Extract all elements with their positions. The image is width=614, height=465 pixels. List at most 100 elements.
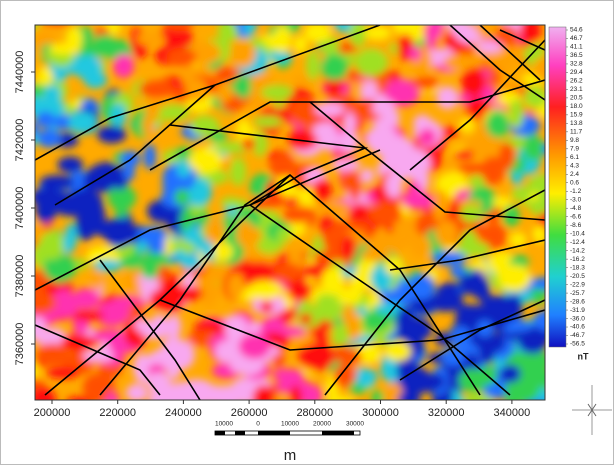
raster-blob bbox=[199, 385, 228, 400]
raster-blob bbox=[260, 301, 274, 312]
colorbar-unit: nT bbox=[578, 351, 589, 361]
raster-blob bbox=[229, 39, 256, 68]
raster-blob bbox=[189, 147, 223, 174]
colorbar-label: -40.6 bbox=[570, 324, 585, 331]
raster-blob bbox=[524, 86, 547, 108]
scale-label: 0 bbox=[256, 421, 260, 428]
raster-blob bbox=[68, 111, 96, 133]
raster-blob bbox=[227, 273, 245, 300]
raster-blob bbox=[174, 250, 186, 260]
raster-blob bbox=[384, 342, 411, 361]
raster-blob bbox=[459, 274, 474, 295]
colorbar-label: -20.5 bbox=[570, 273, 585, 280]
raster-blob bbox=[523, 135, 544, 161]
y-tick-label: 7440000 bbox=[14, 51, 26, 94]
raster-blob bbox=[366, 125, 398, 155]
raster-blob bbox=[53, 305, 77, 316]
raster-blob bbox=[509, 99, 524, 129]
raster-blob bbox=[432, 190, 449, 220]
raster-blob bbox=[334, 349, 362, 364]
raster-blob bbox=[142, 114, 154, 137]
raster-blob bbox=[334, 364, 356, 387]
x-tick-label: 300000 bbox=[362, 407, 399, 419]
raster-blob bbox=[461, 67, 486, 97]
colorbar-label: 2.4 bbox=[570, 171, 579, 178]
raster-blob bbox=[174, 189, 189, 206]
raster-blob bbox=[236, 226, 261, 245]
colorbar-label: 4.3 bbox=[570, 163, 579, 170]
raster-blob bbox=[46, 367, 80, 379]
scale-label: 10000 bbox=[215, 421, 233, 428]
raster-blob bbox=[412, 76, 439, 90]
x-tick-label: 240000 bbox=[165, 407, 202, 419]
raster-blob bbox=[38, 129, 62, 148]
raster-blob bbox=[312, 179, 331, 203]
raster-blob bbox=[167, 314, 181, 338]
raster-blob bbox=[419, 128, 436, 145]
raster-blob bbox=[126, 384, 148, 402]
scale-bar-segment bbox=[215, 431, 225, 435]
colorbar-label: -12.4 bbox=[570, 239, 585, 246]
raster-blob bbox=[411, 300, 435, 314]
colorbar-label: 54.6 bbox=[570, 27, 583, 34]
y-tick-label: 7360000 bbox=[14, 323, 26, 366]
raster-blob bbox=[277, 228, 291, 243]
map-figure: 2000002200002400002600002800003000003200… bbox=[0, 0, 614, 465]
page: 2000002200002400002600002800003000003200… bbox=[0, 0, 614, 465]
raster-blob bbox=[338, 42, 356, 54]
raster-blob bbox=[401, 192, 434, 210]
colorbar-label: 15.9 bbox=[570, 112, 583, 119]
raster-blob bbox=[241, 137, 255, 149]
raster-blob bbox=[221, 197, 241, 207]
raster-blob bbox=[36, 111, 55, 128]
colorbar-label: -25.7 bbox=[570, 290, 585, 297]
raster-blob bbox=[247, 281, 283, 300]
raster-blob bbox=[56, 202, 88, 216]
raster-blob bbox=[435, 220, 458, 246]
raster-blob bbox=[321, 54, 348, 81]
colorbar-label: -22.9 bbox=[570, 281, 585, 288]
raster-blob bbox=[97, 126, 126, 144]
y-tick-label: 7380000 bbox=[14, 255, 26, 298]
raster-blob bbox=[141, 256, 159, 279]
raster-blob bbox=[410, 234, 431, 257]
raster-blob bbox=[166, 48, 196, 67]
raster-blob bbox=[62, 234, 74, 254]
scale-label: 10000 bbox=[281, 421, 299, 428]
x-tick-label: 200000 bbox=[34, 407, 71, 419]
raster-blob bbox=[469, 175, 484, 188]
raster-blob bbox=[92, 329, 125, 342]
raster-blob bbox=[425, 373, 445, 390]
y-tick-label: 7400000 bbox=[14, 187, 26, 230]
colorbar-label: -16.2 bbox=[570, 256, 585, 263]
raster-blob bbox=[441, 347, 466, 366]
raster-blob bbox=[177, 160, 192, 178]
raster-blob bbox=[136, 32, 165, 45]
raster-blob bbox=[486, 111, 510, 138]
x-tick-label: 220000 bbox=[99, 407, 136, 419]
raster-blob bbox=[498, 265, 531, 292]
colorbar-label: 7.9 bbox=[570, 146, 579, 153]
raster-blob bbox=[454, 150, 474, 160]
anomaly-raster bbox=[13, 5, 566, 420]
raster-blob bbox=[75, 55, 102, 81]
raster-blob bbox=[397, 149, 431, 179]
raster-blob bbox=[92, 34, 118, 58]
raster-blob bbox=[40, 231, 64, 260]
raster-blob bbox=[239, 333, 271, 359]
y-tick-label: 7420000 bbox=[14, 119, 26, 162]
raster-blob bbox=[230, 158, 246, 187]
colorbar-label: -36.0 bbox=[570, 315, 585, 322]
raster-blob bbox=[37, 67, 53, 85]
raster-blob bbox=[459, 119, 474, 133]
scale-label: 20000 bbox=[313, 421, 331, 428]
colorbar-label: -8.6 bbox=[570, 222, 582, 229]
x-tick-label: 320000 bbox=[428, 407, 465, 419]
raster-blob bbox=[318, 126, 339, 150]
x-tick-label: 260000 bbox=[231, 407, 268, 419]
colorbar-label: -6.6 bbox=[570, 213, 582, 220]
raster-blob bbox=[455, 163, 488, 174]
raster-blob bbox=[332, 324, 349, 347]
scale-unit: m bbox=[284, 447, 297, 464]
colorbar-label: -14.2 bbox=[570, 247, 585, 254]
